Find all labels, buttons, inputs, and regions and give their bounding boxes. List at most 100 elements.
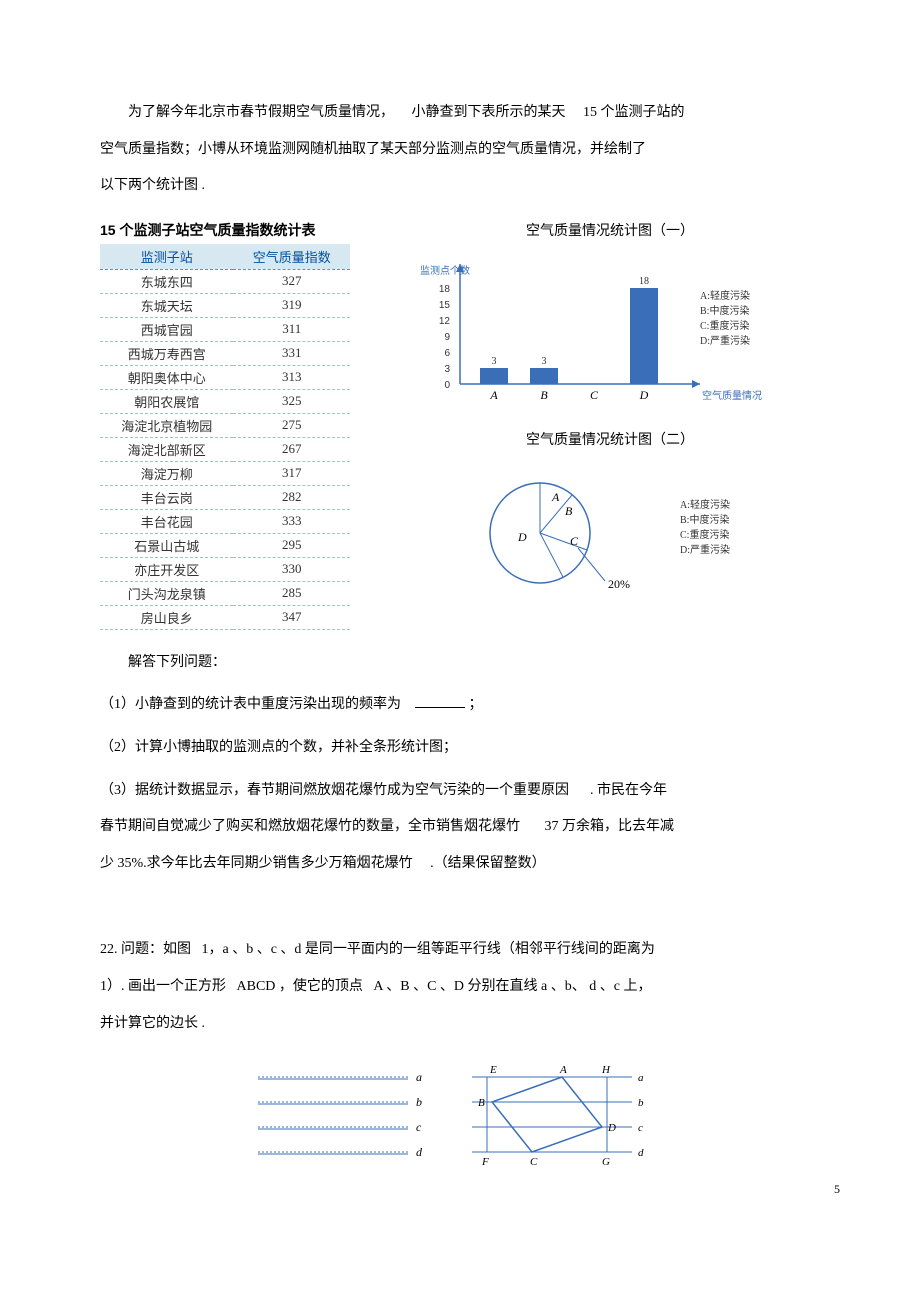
charts-block: 空气质量情况统计图（一） 0 3 6 9 12 15 18 [380, 220, 820, 618]
cell-aqi: 311 [233, 317, 350, 341]
intro-1b: 小静查到下表所示的某天 [412, 105, 566, 120]
svg-text:C: C [570, 534, 579, 548]
svg-text:C:重度污染: C:重度污染 [700, 319, 749, 332]
svg-text:b: b [638, 1097, 644, 1109]
cell-site: 丰台花园 [100, 509, 233, 533]
svg-text:a: a [638, 1072, 644, 1084]
svg-text:c: c [638, 1122, 643, 1134]
svg-text:B: B [565, 504, 573, 518]
chart1-title: 空气质量情况统计图（一） [400, 220, 820, 240]
svg-text:D: D [517, 530, 527, 544]
svg-text:C:重度污染: C:重度污染 [680, 528, 729, 541]
intro-para-2: 空气质量指数；小博从环境监测网随机抽取了某天部分监测点的空气质量情况，并绘制了 [100, 137, 820, 164]
p22-figures: a b c d E A H B [100, 1057, 820, 1177]
svg-text:A:轻度污染: A:轻度污染 [680, 498, 730, 511]
x-axis-label: 空气质量情况 [702, 389, 762, 402]
x-c: C [590, 388, 599, 402]
aqi-table-block: 15 个监测子站空气质量指数统计表 监测子站 空气质量指数 东城东四327东城天… [100, 220, 380, 630]
svg-text:b: b [416, 1095, 422, 1109]
svg-text:F: F [481, 1156, 489, 1168]
cell-aqi: 267 [233, 437, 350, 461]
cell-site: 海淀万柳 [100, 461, 233, 485]
table-row: 丰台花园333 [100, 509, 350, 533]
cell-aqi: 325 [233, 389, 350, 413]
cell-site: 海淀北部新区 [100, 437, 233, 461]
cell-site: 丰台云岗 [100, 485, 233, 509]
table-title: 15 个监测子站空气质量指数统计表 [100, 220, 380, 240]
svg-text:c: c [416, 1120, 422, 1134]
svg-text:18: 18 [439, 284, 451, 295]
table-row: 亦庄开发区330 [100, 557, 350, 581]
intro-para-1: 为了解今年北京市春节假期空气质量情况， 小静查到下表所示的某天 15 个监测子站… [100, 100, 820, 127]
cell-aqi: 347 [233, 605, 350, 629]
cell-aqi: 282 [233, 485, 350, 509]
cell-aqi: 295 [233, 533, 350, 557]
chart2-legend: A:轻度污染 B:中度污染 C:重度污染 D:严重污染 [680, 498, 730, 556]
svg-text:E: E [489, 1064, 497, 1076]
intro-1c: 15 个监测子站的 [583, 105, 685, 120]
svg-text:15: 15 [439, 300, 451, 311]
y-ticks: 0 3 6 9 12 15 18 [439, 284, 451, 391]
p22-line1: 22. 问题：如图 1，a 、b 、c 、d 是同一平面内的一组等距平行线（相邻… [100, 937, 820, 964]
cell-aqi: 313 [233, 365, 350, 389]
aqi-tbody: 东城东四327东城天坛319西城官园311西城万寿西宫331朝阳奥体中心313朝… [100, 269, 350, 629]
cell-site: 西城官园 [100, 317, 233, 341]
svg-text:A:轻度污染: A:轻度污染 [700, 289, 750, 302]
bar-a [480, 368, 508, 384]
aqi-table: 监测子站 空气质量指数 东城东四327东城天坛319西城官园311西城万寿西宫3… [100, 244, 350, 630]
x-a: A [489, 388, 498, 402]
svg-text:D:严重污染: D:严重污染 [700, 334, 750, 347]
svg-text:d: d [638, 1147, 644, 1159]
svg-text:0: 0 [444, 380, 450, 391]
cell-aqi: 275 [233, 413, 350, 437]
svg-text:D:严重污染: D:严重污染 [680, 543, 730, 556]
cell-site: 海淀北京植物园 [100, 413, 233, 437]
percent-20: 20% [608, 577, 630, 591]
cell-site: 房山良乡 [100, 605, 233, 629]
table-row: 丰台云岗282 [100, 485, 350, 509]
cell-aqi: 330 [233, 557, 350, 581]
figure-row: 15 个监测子站空气质量指数统计表 监测子站 空气质量指数 东城东四327东城天… [100, 220, 820, 630]
cell-site: 东城东四 [100, 269, 233, 293]
questions-header: 解答下列问题： [100, 650, 820, 677]
cell-site: 朝阳农展馆 [100, 389, 233, 413]
q1: （1）小静查到的统计表中重度污染出现的频率为 ； [100, 692, 820, 719]
fig2-square: E A H B D F C G a b c d [452, 1057, 672, 1177]
cell-aqi: 285 [233, 581, 350, 605]
p22-line3: 并计算它的边长 . [100, 1011, 820, 1038]
blank-q1 [415, 707, 465, 708]
table-row: 石景山古城295 [100, 533, 350, 557]
p22-line2: 1）. 画出一个正方形 ABCD ，使它的顶点 A 、B 、C 、D 分别在直线… [100, 974, 820, 1001]
cell-aqi: 333 [233, 509, 350, 533]
svg-text:a: a [416, 1070, 422, 1084]
x-d: D [639, 388, 649, 402]
table-row: 海淀北京植物园275 [100, 413, 350, 437]
page-number: 5 [834, 1182, 840, 1197]
cell-site: 西城万寿西宫 [100, 341, 233, 365]
chart1-legend: A:轻度污染 B:中度污染 C:重度污染 D:严重污染 [700, 289, 750, 347]
table-row: 东城东四327 [100, 269, 350, 293]
fig1-lines: a b c d [248, 1057, 448, 1167]
x-b: B [540, 388, 548, 402]
svg-text:D: D [607, 1122, 616, 1134]
cell-site: 门头沟龙泉镇 [100, 581, 233, 605]
table-row: 门头沟龙泉镇285 [100, 581, 350, 605]
table-row: 东城天坛319 [100, 293, 350, 317]
table-row: 西城官园311 [100, 317, 350, 341]
svg-text:A: A [559, 1064, 567, 1076]
svg-text:A: A [551, 490, 560, 504]
q2: （2）计算小博抽取的监测点的个数，并补全条形统计图； [100, 735, 820, 762]
svg-text:C: C [530, 1156, 538, 1168]
table-row: 房山良乡347 [100, 605, 350, 629]
cell-aqi: 331 [233, 341, 350, 365]
intro-1a: 为了解今年北京市春节假期空气质量情况， [128, 105, 394, 120]
bar-d [630, 288, 658, 384]
cell-aqi: 317 [233, 461, 350, 485]
bar-b-label: 3 [542, 356, 547, 367]
q3-line3: 少 35%.求今年比去年同期少销售多少万箱烟花爆竹 .（结果保留整数） [100, 851, 820, 878]
svg-text:H: H [601, 1064, 611, 1076]
bar-a-label: 3 [492, 356, 497, 367]
cell-aqi: 319 [233, 293, 350, 317]
svg-text:3: 3 [444, 364, 450, 375]
svg-text:B:中度污染: B:中度污染 [680, 513, 729, 526]
